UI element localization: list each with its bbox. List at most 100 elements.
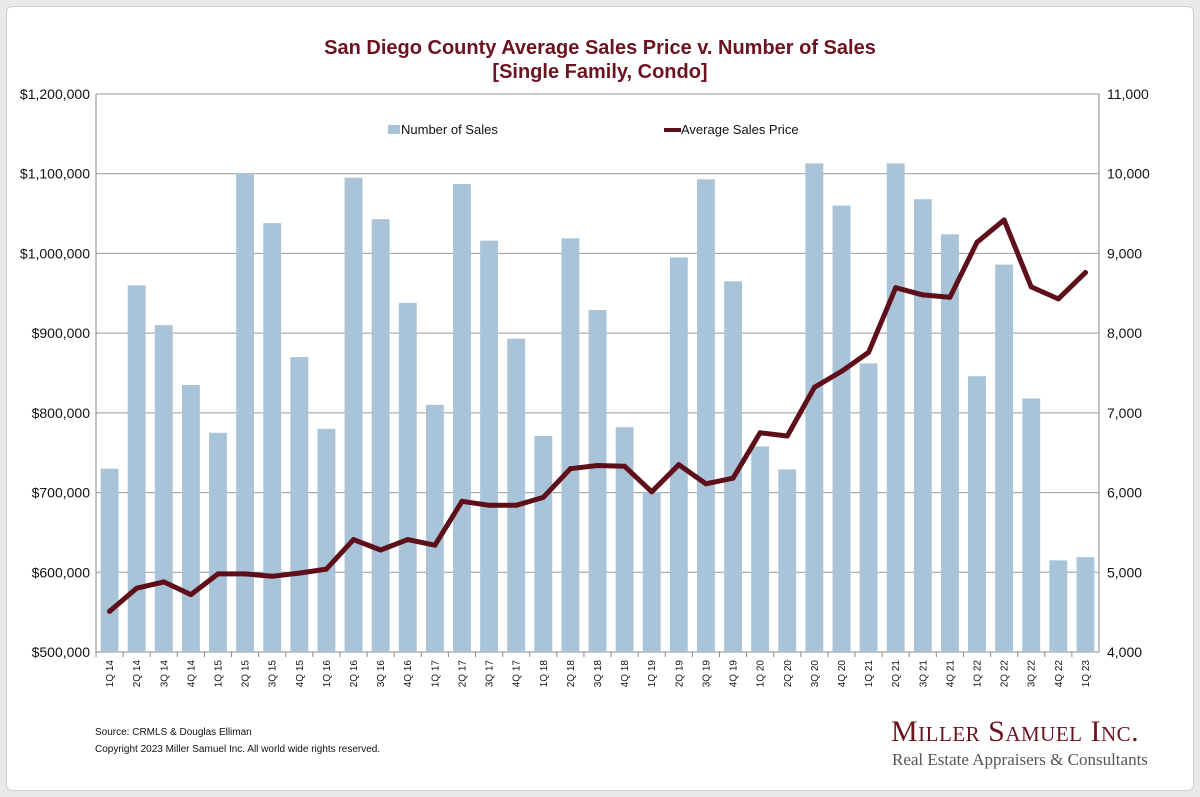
- bar-number-of-sales: [371, 219, 390, 652]
- bar-number-of-sales: [154, 325, 173, 652]
- y-right-tick-label: 4,000: [1107, 644, 1142, 660]
- point-average-sales-price: [134, 585, 140, 591]
- point-average-sales-price: [703, 481, 709, 487]
- y-left-tick-label: $500,000: [32, 644, 91, 660]
- x-tick-label: 1Q 15: [213, 660, 224, 688]
- point-average-sales-price: [730, 475, 736, 481]
- bar-number-of-sales: [534, 435, 553, 652]
- point-average-sales-price: [649, 489, 655, 495]
- point-average-sales-price: [1055, 296, 1061, 302]
- point-average-sales-price: [811, 384, 817, 390]
- x-tick-label: 4Q 14: [186, 660, 197, 688]
- point-average-sales-price: [1001, 217, 1007, 223]
- source-note: Source: CRMLS & Douglas Elliman: [95, 727, 252, 738]
- y-right-tick-label: 9,000: [1107, 245, 1142, 261]
- y-right-tick-label: 7,000: [1107, 405, 1142, 421]
- point-average-sales-price: [405, 537, 411, 543]
- x-tick-label: 1Q 16: [322, 660, 333, 688]
- bar-number-of-sales: [968, 376, 986, 652]
- y-right-tick-label: 5,000: [1107, 564, 1142, 580]
- x-tick-label: 3Q 19: [701, 660, 712, 688]
- x-tick-label: 2Q 14: [132, 660, 143, 688]
- bar-number-of-sales: [669, 257, 688, 652]
- chart-frame: San Diego County Average Sales Price v. …: [6, 6, 1194, 791]
- bar-number-of-sales: [100, 468, 119, 652]
- x-tick-label: 4Q 20: [837, 660, 848, 688]
- bar-number-of-sales: [181, 384, 200, 652]
- point-average-sales-price: [947, 294, 953, 300]
- x-tick-label: 1Q 23: [1081, 660, 1092, 688]
- chart-title: San Diego County Average Sales Price v. …: [324, 37, 876, 59]
- x-tick-label: 1Q 18: [539, 660, 550, 688]
- x-tick-label: 3Q 17: [485, 660, 496, 688]
- bar-number-of-sales: [832, 205, 851, 652]
- x-tick-label: 3Q 18: [593, 660, 604, 688]
- point-average-sales-price: [107, 608, 113, 614]
- y-left-tick-label: $1,200,000: [20, 86, 90, 102]
- point-average-sales-price: [757, 430, 763, 436]
- point-average-sales-price: [161, 579, 167, 585]
- legend-label-average-sales-price: Average Sales Price: [681, 122, 799, 137]
- x-tick-label: 2Q 22: [1000, 660, 1011, 688]
- point-average-sales-price: [784, 433, 790, 439]
- brand-logo-tagline: Real Estate Appraisers & Consultants: [892, 750, 1148, 769]
- point-average-sales-price: [269, 573, 275, 579]
- bar-number-of-sales: [1022, 398, 1041, 652]
- bar-number-of-sales: [859, 363, 878, 652]
- point-average-sales-price: [188, 592, 194, 598]
- point-average-sales-price: [595, 462, 600, 468]
- point-average-sales-price: [974, 239, 980, 245]
- brand-logo-name: Miller Samuel Inc.: [891, 715, 1140, 748]
- legend-label-number-of-sales: Number of Sales: [401, 122, 498, 137]
- point-average-sales-price: [513, 502, 519, 508]
- point-average-sales-price: [351, 537, 357, 543]
- x-tick-label: 4Q 22: [1054, 660, 1065, 688]
- y-right-tick-label: 11,000: [1107, 86, 1149, 102]
- x-tick-label: 3Q 14: [159, 660, 170, 688]
- bar-number-of-sales: [236, 173, 255, 652]
- x-tick-label: 4Q 19: [729, 660, 740, 688]
- bar-number-of-sales: [1049, 560, 1068, 652]
- point-average-sales-price: [323, 566, 329, 572]
- bar-number-of-sales: [696, 179, 715, 652]
- x-tick-label: 1Q 17: [430, 660, 441, 688]
- point-average-sales-price: [893, 285, 899, 291]
- x-tick-label: 4Q 16: [403, 660, 414, 688]
- bar-number-of-sales: [913, 199, 932, 653]
- bar-number-of-sales: [453, 184, 471, 652]
- point-average-sales-price: [567, 466, 573, 472]
- point-average-sales-price: [1082, 270, 1088, 276]
- bar-number-of-sales: [751, 446, 770, 652]
- bar-number-of-sales: [995, 264, 1014, 652]
- point-average-sales-price: [920, 292, 926, 298]
- x-tick-label: 1Q 19: [647, 660, 658, 688]
- bar-number-of-sales: [642, 491, 661, 652]
- x-tick-label: 2Q 18: [566, 660, 577, 688]
- bar-number-of-sales: [615, 427, 634, 652]
- y-right-tick-label: 6,000: [1107, 485, 1142, 501]
- x-tick-label: 2Q 15: [241, 660, 252, 688]
- x-tick-label: 4Q 17: [512, 660, 523, 688]
- bar-number-of-sales: [344, 177, 363, 652]
- x-tick-label: 4Q 15: [295, 660, 306, 688]
- y-left-tick-label: $700,000: [32, 485, 91, 501]
- bar-number-of-sales: [561, 238, 580, 653]
- x-tick-label: 2Q 16: [349, 660, 360, 688]
- point-average-sales-price: [838, 368, 844, 374]
- bar-number-of-sales: [940, 234, 959, 652]
- x-tick-label: 1Q 20: [756, 660, 767, 688]
- bar-number-of-sales: [805, 163, 824, 652]
- point-average-sales-price: [296, 570, 302, 576]
- x-tick-label: 2Q 20: [783, 660, 794, 688]
- bar-number-of-sales: [317, 428, 336, 652]
- bar-number-of-sales: [209, 432, 227, 652]
- bar-number-of-sales: [398, 302, 417, 652]
- bar-number-of-sales: [290, 357, 309, 652]
- bar-number-of-sales: [778, 469, 797, 652]
- x-tick-label: 3Q 16: [376, 660, 387, 688]
- point-average-sales-price: [215, 571, 221, 577]
- copyright-note: Copyright 2023 Miller Samuel Inc. All wo…: [95, 744, 381, 755]
- bar-number-of-sales: [127, 285, 146, 652]
- point-average-sales-price: [378, 547, 384, 553]
- y-left-tick-label: $1,100,000: [20, 166, 90, 182]
